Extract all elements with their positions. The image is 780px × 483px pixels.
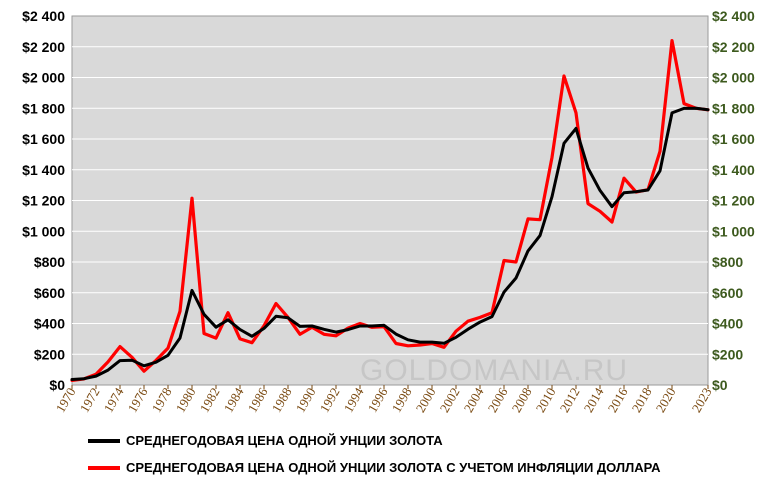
x-axis: 1970197219741976197819801982198419861988… — [53, 385, 715, 415]
x-tick-label: 2006 — [485, 385, 511, 415]
legend-swatch-black — [88, 438, 120, 443]
y-tick-label-right: $800 — [712, 254, 743, 270]
y-tick-label-right: $400 — [712, 316, 743, 332]
legend-entry-inflation-adjusted: СРЕДНЕГОДОВАЯ ЦЕНА ОДНОЙ УНЦИИ ЗОЛОТА С … — [88, 460, 661, 475]
x-tick-label: 1996 — [365, 385, 391, 415]
y-tick-label-right: $2 400 — [712, 8, 755, 24]
legend-swatch-red — [88, 465, 120, 470]
series-line-inflation-adjusted — [70, 38, 710, 382]
gridlines — [72, 46, 708, 355]
legend-entry-nominal: СРЕДНЕГОДОВАЯ ЦЕНА ОДНОЙ УНЦИИ ЗОЛОТА — [88, 433, 443, 448]
y-tick-label-left: $600 — [34, 285, 65, 301]
x-tick-label: 2023 — [689, 385, 715, 415]
y-tick-label-right: $2 000 — [712, 70, 755, 86]
y-tick-label-left: $2 200 — [22, 39, 65, 55]
x-tick-label: 2008 — [509, 385, 535, 415]
x-tick-label: 2004 — [461, 385, 487, 415]
x-tick-label: 2014 — [581, 385, 607, 415]
y-tick-label-right: $1 400 — [712, 162, 755, 178]
x-tick-label: 1994 — [341, 385, 367, 415]
y-axis-right: $0 $200 $400 $600 $800 $1 000 $1 200 $1 400 $1 6… — [712, 8, 755, 393]
y-tick-label-left: $200 — [34, 346, 65, 362]
y-tick-label-right: $1 000 — [712, 223, 755, 239]
y-tick-label-right: $0 — [712, 377, 728, 393]
series-lines — [70, 38, 710, 382]
x-tick-label: 1986 — [245, 385, 271, 415]
x-tick-label: 2020 — [653, 385, 679, 415]
x-tick-label: 1980 — [173, 385, 199, 415]
legend-label-inflation-adjusted: СРЕДНЕГОДОВАЯ ЦЕНА ОДНОЙ УНЦИИ ЗОЛОТА С … — [126, 460, 661, 475]
x-tick-label: 2002 — [437, 385, 463, 415]
y-tick-label-right: $200 — [712, 346, 743, 362]
y-tick-label-left: $2 000 — [22, 70, 65, 86]
y-tick-label-right: $1 800 — [712, 100, 755, 116]
x-tick-label: 1974 — [101, 385, 127, 415]
y-tick-label-left: $400 — [34, 316, 65, 332]
y-tick-label-left: $1 600 — [22, 131, 65, 147]
x-tick-label: 1990 — [293, 385, 319, 415]
legend-label-nominal: СРЕДНЕГОДОВАЯ ЦЕНА ОДНОЙ УНЦИИ ЗОЛОТА — [126, 433, 443, 448]
x-tick-label: 1976 — [125, 385, 151, 415]
series-line-nominal — [70, 106, 710, 381]
y-tick-label-left: $1 800 — [22, 100, 65, 116]
x-tick-label: 2018 — [629, 385, 655, 415]
x-tick-label: 1998 — [389, 385, 415, 415]
x-tick-label: 1982 — [197, 385, 223, 415]
y-tick-label-right: $2 200 — [712, 39, 755, 55]
y-tick-label-left: $1 000 — [22, 223, 65, 239]
y-tick-label-left: $0 — [49, 377, 65, 393]
y-tick-label-right: $1 200 — [712, 193, 755, 209]
watermark: GOLDOMANIA.RU — [360, 354, 628, 387]
y-tick-label-left: $1 200 — [22, 193, 65, 209]
x-tick-label: 1978 — [149, 385, 175, 415]
y-tick-label-left: $2 400 — [22, 8, 65, 24]
y-tick-label-right: $1 600 — [712, 131, 755, 147]
y-tick-label-right: $600 — [712, 285, 743, 301]
x-tick-label: 2016 — [605, 385, 631, 415]
x-tick-label: 2012 — [557, 385, 583, 415]
y-tick-label-left: $800 — [34, 254, 65, 270]
y-tick-label-left: $1 400 — [22, 162, 65, 178]
x-tick-label: 2000 — [413, 385, 439, 415]
y-axis-left: $0 $200 $400 $600 $800 $1 000 $1 200 $1 400 $1 6… — [22, 8, 65, 393]
x-tick-label: 1972 — [77, 385, 103, 415]
x-tick-label: 1984 — [221, 385, 247, 415]
x-tick-label: 1988 — [269, 385, 295, 415]
x-tick-label: 2010 — [533, 385, 559, 415]
x-tick-label: 1992 — [317, 385, 343, 415]
